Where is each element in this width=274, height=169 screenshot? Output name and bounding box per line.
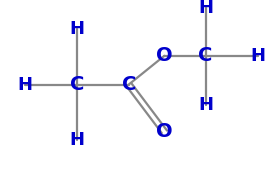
Text: C: C <box>70 75 84 94</box>
Text: H: H <box>17 76 32 93</box>
Text: H: H <box>198 96 213 114</box>
Text: H: H <box>198 0 213 17</box>
Text: H: H <box>69 20 84 38</box>
Text: H: H <box>69 131 84 149</box>
Text: H: H <box>250 47 265 65</box>
Text: O: O <box>156 122 173 141</box>
Text: C: C <box>198 46 213 65</box>
Text: O: O <box>156 46 173 65</box>
Text: C: C <box>122 75 136 94</box>
